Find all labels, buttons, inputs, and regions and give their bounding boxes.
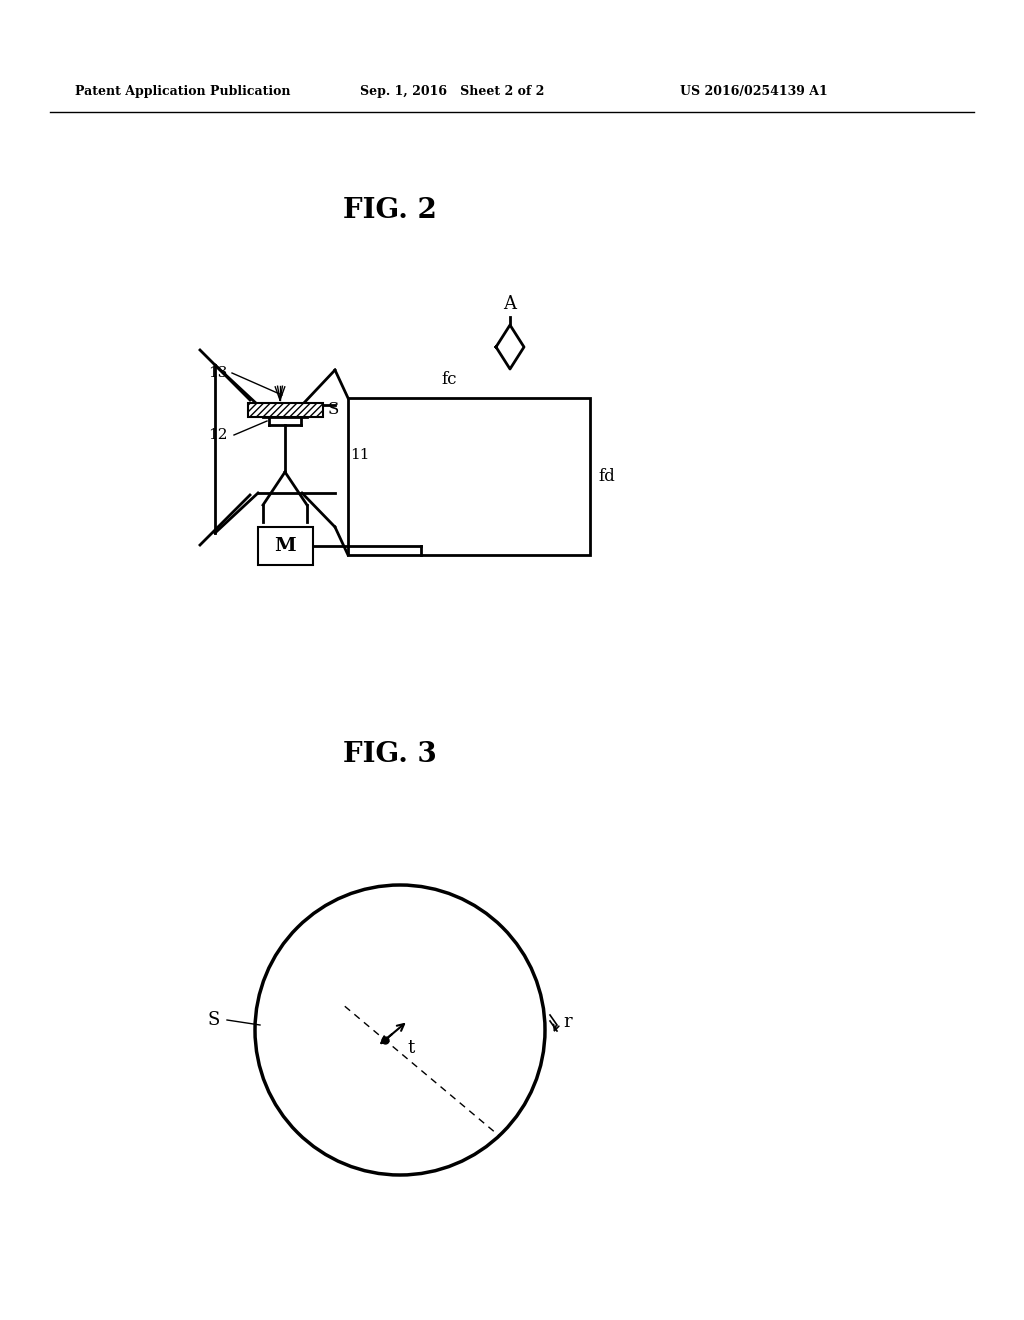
Text: US 2016/0254139 A1: US 2016/0254139 A1 (680, 86, 827, 99)
Text: FIG. 2: FIG. 2 (343, 197, 437, 223)
Bar (257, 527, 312, 565)
Polygon shape (496, 325, 524, 370)
Bar (348, 399, 590, 554)
Text: fd: fd (598, 469, 614, 484)
Text: 12: 12 (209, 428, 228, 442)
Text: t: t (407, 1039, 415, 1057)
Text: FIG. 3: FIG. 3 (343, 742, 437, 768)
Text: S: S (208, 1011, 220, 1030)
Text: 13: 13 (209, 366, 228, 380)
Text: M: M (274, 537, 296, 554)
Text: r: r (563, 1012, 571, 1031)
Text: 11: 11 (350, 447, 370, 462)
Bar (248, 403, 323, 417)
Text: Patent Application Publication: Patent Application Publication (75, 86, 291, 99)
Text: Sep. 1, 2016   Sheet 2 of 2: Sep. 1, 2016 Sheet 2 of 2 (360, 86, 545, 99)
Text: A: A (504, 294, 516, 313)
Text: S: S (328, 401, 339, 418)
Text: fc: fc (441, 371, 457, 388)
